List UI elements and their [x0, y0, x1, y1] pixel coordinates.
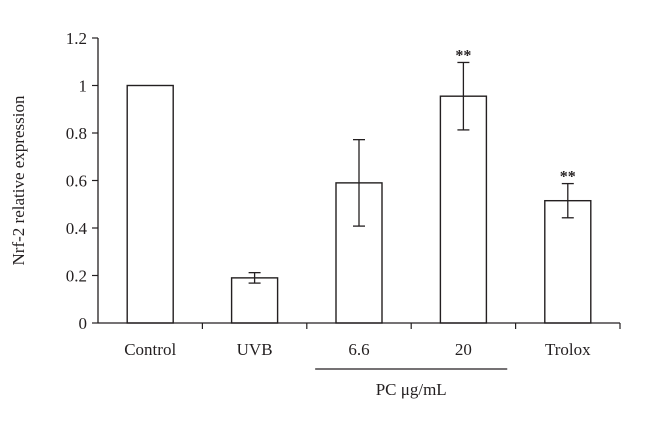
y-tick-label: 0.2 — [66, 267, 87, 286]
y-axis-label: Nrf-2 relative expression — [9, 95, 28, 265]
error-bar — [457, 61, 470, 131]
error-bar — [248, 271, 261, 284]
x-category-label: Trolox — [545, 340, 591, 359]
y-tick-label: 0.4 — [66, 219, 88, 238]
y-tick-label: 0.6 — [66, 172, 87, 191]
bar-trolox — [544, 199, 592, 324]
x-axis-categories: Control UVB 6.6 20 Trolox — [124, 323, 621, 359]
significance-marker: ** — [560, 169, 576, 186]
error-bar — [561, 182, 574, 219]
bar-control — [126, 84, 174, 324]
bar-20 — [439, 95, 488, 324]
y-tick-label: 0 — [79, 314, 88, 333]
x-category-label: 20 — [455, 340, 472, 359]
y-tick-label: 0.8 — [66, 124, 87, 143]
x-category-label: 6.6 — [348, 340, 369, 359]
bar-uvb — [230, 277, 279, 324]
y-axis-ticks: 0 0.2 0.4 0.6 0.8 1 1.2 — [66, 29, 98, 333]
x-category-label: UVB — [237, 340, 273, 359]
group-label: PC μg/mL — [376, 380, 447, 399]
y-tick-label: 1 — [79, 77, 88, 96]
significance-markers: ** ** — [455, 47, 575, 185]
error-bars — [248, 61, 574, 284]
error-bar — [353, 138, 365, 227]
x-category-label: Control — [124, 340, 176, 359]
y-tick-label: 1.2 — [66, 29, 87, 48]
significance-marker: ** — [455, 47, 471, 64]
